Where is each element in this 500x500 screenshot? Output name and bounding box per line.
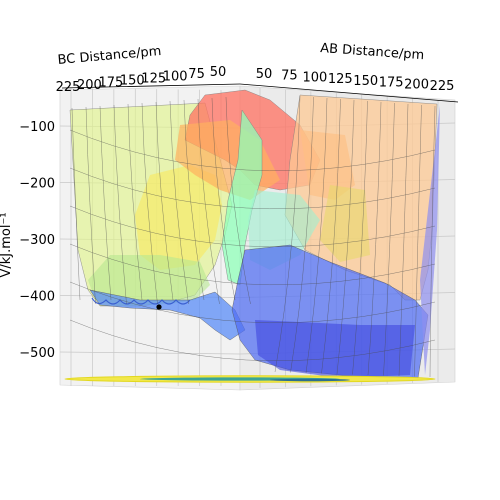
- x-axis-label: AB Distance/pm: [320, 41, 425, 63]
- y-axis-label: BC Distance/pm: [57, 44, 162, 68]
- wireframe-line: [169, 100, 189, 305]
- wireframe-line: [414, 104, 422, 377]
- wireframe-line: [69, 167, 436, 210]
- valley-edge: [91, 297, 191, 305]
- surface-valley: [89, 105, 440, 381]
- x-tick-label: 100: [302, 70, 327, 85]
- x-tick-label: 200: [404, 77, 429, 92]
- wireframe-line: [69, 129, 436, 172]
- wireframe-line: [69, 319, 436, 362]
- wireframe-line: [113, 104, 127, 305]
- wireframe-line: [69, 205, 436, 248]
- y-tick-label: 175: [98, 76, 123, 91]
- wireframe-line: [225, 96, 251, 305]
- y-tick-label: 125: [141, 71, 166, 86]
- wireframe-line: [274, 95, 301, 373]
- wireframe-line: [398, 103, 409, 377]
- x-tick-label: 75: [281, 69, 298, 84]
- x-tick-label: 50: [256, 67, 273, 82]
- wireframe-line: [155, 101, 174, 301]
- z-axis-tick-labels: −100 −200 −300 −400 −500: [19, 120, 55, 361]
- z-tick-label: −500: [19, 346, 55, 361]
- y-tick-label: 50: [210, 65, 227, 80]
- axis-lines: [61, 83, 459, 103]
- y-tick-label: 75: [188, 67, 205, 82]
- x-tick-label: 125: [328, 72, 353, 87]
- wireframe-line: [197, 98, 220, 305]
- wireframe-line: [367, 101, 382, 376]
- z-tick-label: −100: [19, 120, 55, 135]
- surface-wireframe: [69, 95, 436, 378]
- z-tick-label: −400: [19, 290, 55, 305]
- y-tick-label: 225: [56, 80, 81, 95]
- x-axis-tick-labels: 50 75 100 125 150 175 200 225: [256, 67, 455, 94]
- z-tick-label: −200: [19, 177, 55, 192]
- z-grid-line: [59, 351, 241, 355]
- wireframe-line: [183, 99, 205, 301]
- wireframe-line: [85, 106, 96, 305]
- y-tick-label: 100: [163, 69, 188, 84]
- data-marker-point: [156, 304, 162, 310]
- wireframe-line: [69, 281, 436, 324]
- wireframe-line: [321, 98, 341, 374]
- y-tick-label: 200: [77, 78, 102, 93]
- wireframe-line: [305, 97, 328, 374]
- wireframe-line: [127, 103, 143, 301]
- surface-right-wall: [284, 94, 438, 301]
- x-tick-label: 175: [379, 76, 404, 91]
- wireframe-line: [290, 96, 314, 373]
- wireframe-line: [99, 105, 112, 301]
- wireframe-line: [71, 107, 81, 301]
- wireframe-line: [211, 97, 236, 301]
- x-tick-label: 225: [430, 79, 455, 94]
- wireframe-line: [352, 100, 368, 375]
- wireframe-line: [336, 99, 355, 375]
- wireframe-line: [141, 102, 158, 305]
- wireframe-line: [383, 102, 395, 376]
- wireframe-line: [69, 243, 436, 286]
- z-tick-label: −300: [19, 233, 55, 248]
- z-axis-label: V/kJ.mol⁻¹: [0, 212, 14, 277]
- x-tick-label: 150: [353, 74, 378, 89]
- wireframe-line: [429, 105, 436, 378]
- contour-projection: [64, 375, 436, 383]
- y-tick-label: 150: [120, 74, 145, 89]
